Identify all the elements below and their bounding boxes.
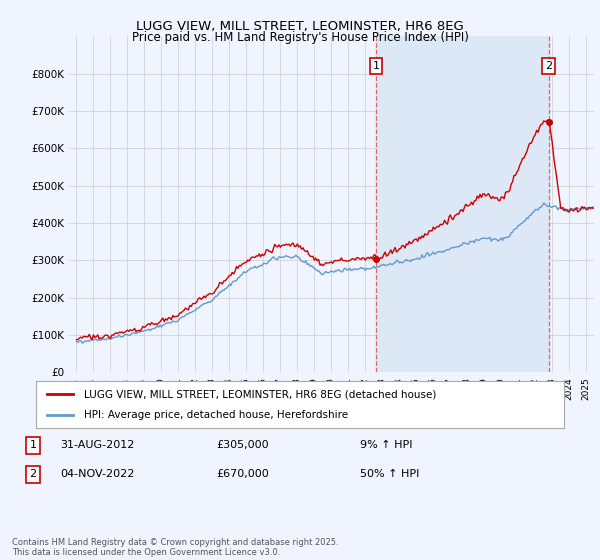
Text: Contains HM Land Registry data © Crown copyright and database right 2025.
This d: Contains HM Land Registry data © Crown c… [12, 538, 338, 557]
Text: 04-NOV-2022: 04-NOV-2022 [60, 469, 134, 479]
Bar [376, 36, 549, 372]
Text: 50% ↑ HPI: 50% ↑ HPI [360, 469, 419, 479]
Text: 2: 2 [545, 61, 553, 71]
Text: 9% ↑ HPI: 9% ↑ HPI [360, 440, 413, 450]
Text: HPI: Average price, detached house, Herefordshire: HPI: Average price, detached house, Here… [83, 410, 347, 420]
Text: 31-AUG-2012: 31-AUG-2012 [60, 440, 134, 450]
Text: 1: 1 [29, 440, 37, 450]
Text: £670,000: £670,000 [216, 469, 269, 479]
Text: LUGG VIEW, MILL STREET, LEOMINSTER, HR6 8EG (detached house): LUGG VIEW, MILL STREET, LEOMINSTER, HR6 … [83, 389, 436, 399]
Text: 1: 1 [373, 61, 380, 71]
Text: LUGG VIEW, MILL STREET, LEOMINSTER, HR6 8EG: LUGG VIEW, MILL STREET, LEOMINSTER, HR6 … [136, 20, 464, 32]
Text: 2: 2 [29, 469, 37, 479]
Text: Price paid vs. HM Land Registry's House Price Index (HPI): Price paid vs. HM Land Registry's House … [131, 31, 469, 44]
Text: £305,000: £305,000 [216, 440, 269, 450]
